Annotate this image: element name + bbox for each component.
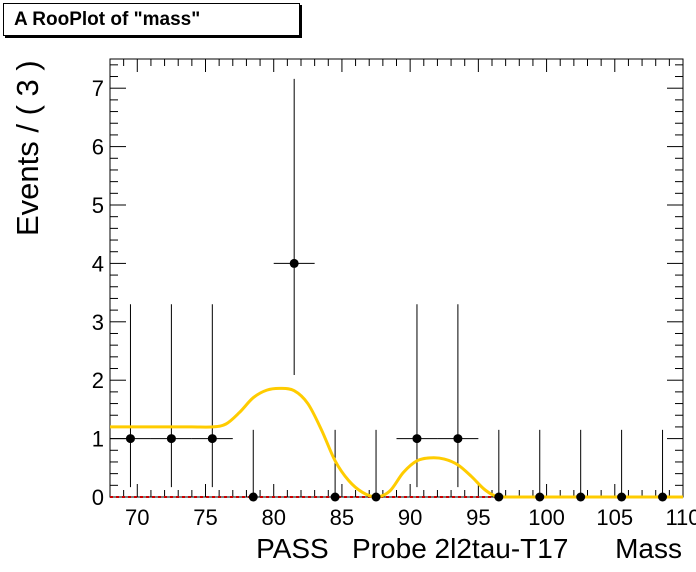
data-point (412, 434, 422, 444)
data-point (248, 492, 258, 502)
fit-curve (110, 386, 684, 499)
y-tick-label: 0 (92, 485, 104, 510)
axis-ticks (109, 59, 684, 498)
y-tick-label: 3 (92, 310, 104, 335)
data-point (371, 492, 381, 502)
plot-title-box: A RooPlot of "mass" (3, 3, 300, 36)
x-tick-label: 100 (528, 505, 565, 530)
x-tick-label: 110 (665, 505, 696, 530)
fit-curve-layer (110, 386, 684, 499)
x-tick-label: 90 (398, 505, 422, 530)
x-tick-label: 85 (330, 505, 354, 530)
y-tick-label: 4 (92, 251, 104, 276)
y-tick-label: 6 (92, 135, 104, 160)
x-tick-label: 105 (596, 505, 633, 530)
data-point (494, 492, 504, 502)
y-tick-label: 7 (92, 76, 104, 101)
data-point (576, 492, 586, 502)
y-tick-label: 1 (92, 427, 104, 452)
x-axis-label: PASS Probe 2l2tau-T17 Mass (256, 533, 682, 564)
data-point (453, 434, 463, 444)
tick-labels: 70 75 80 85 90 95 100 105 110 0 1 2 3 4 5 6 7 (92, 76, 696, 530)
data-point (125, 434, 135, 444)
plot-frame (109, 58, 684, 498)
x-tick-label: 75 (193, 505, 217, 530)
plot-title: A RooPlot of "mass" (14, 9, 201, 30)
data-point (617, 492, 627, 502)
y-tick-label: 2 (92, 368, 104, 393)
x-tick-label: 95 (466, 505, 490, 530)
x-tick-label: 70 (125, 505, 149, 530)
data-point (166, 434, 176, 444)
data-point (658, 492, 668, 502)
x-tick-label: 80 (261, 505, 285, 530)
error-bars (110, 78, 664, 497)
data-point (535, 492, 545, 502)
data-points (125, 258, 668, 502)
data-point (207, 434, 217, 444)
data-point (330, 492, 340, 502)
data-point (289, 258, 299, 268)
y-tick-label: 5 (92, 193, 104, 218)
y-axis-label: Events / ( 3 ) (10, 60, 45, 236)
